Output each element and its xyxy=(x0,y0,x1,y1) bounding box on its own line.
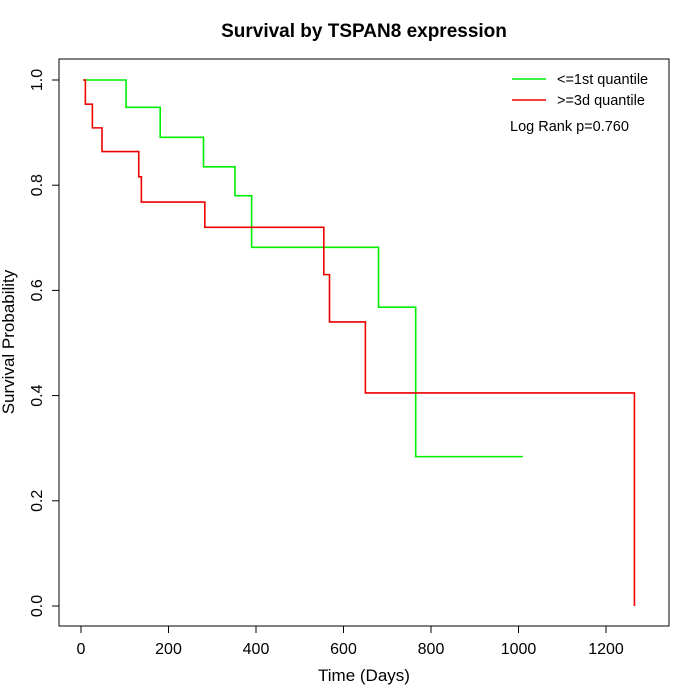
y-axis: 0.0 0.2 0.4 0.6 0.8 1.0 xyxy=(29,69,60,617)
x-axis-label: Time (Days) xyxy=(318,666,410,685)
y-axis-label: Survival Probability xyxy=(0,269,18,414)
y-tick-label: 0.4 xyxy=(29,384,46,406)
y-tick-label: 0.2 xyxy=(29,490,46,512)
legend-label: >=3d quantile xyxy=(557,93,645,109)
chart-title: Survival by TSPAN8 expression xyxy=(221,21,507,42)
survival-curve-series-1 xyxy=(83,79,523,458)
y-tick-label: 0.0 xyxy=(29,595,46,617)
x-tick-label: 0 xyxy=(77,641,86,658)
legend-label: <=1st quantile xyxy=(557,72,648,88)
log-rank-annotation: Log Rank p=0.760 xyxy=(510,119,629,135)
x-tick-label: 400 xyxy=(243,641,270,658)
y-tick-label: 0.6 xyxy=(29,279,46,301)
x-tick-label: 200 xyxy=(155,641,182,658)
x-axis: 0 200 400 600 800 1000 1200 xyxy=(77,625,624,658)
survival-curve-series-2 xyxy=(83,79,636,606)
series-layer xyxy=(83,79,636,606)
y-tick-label: 1.0 xyxy=(29,69,46,91)
x-tick-label: 1200 xyxy=(588,641,624,658)
legend: <=1st quantile >=3d quantile xyxy=(512,72,648,109)
y-tick-label: 0.8 xyxy=(29,174,46,196)
x-tick-label: 600 xyxy=(330,641,357,658)
x-tick-label: 1000 xyxy=(501,641,537,658)
x-tick-label: 800 xyxy=(418,641,445,658)
